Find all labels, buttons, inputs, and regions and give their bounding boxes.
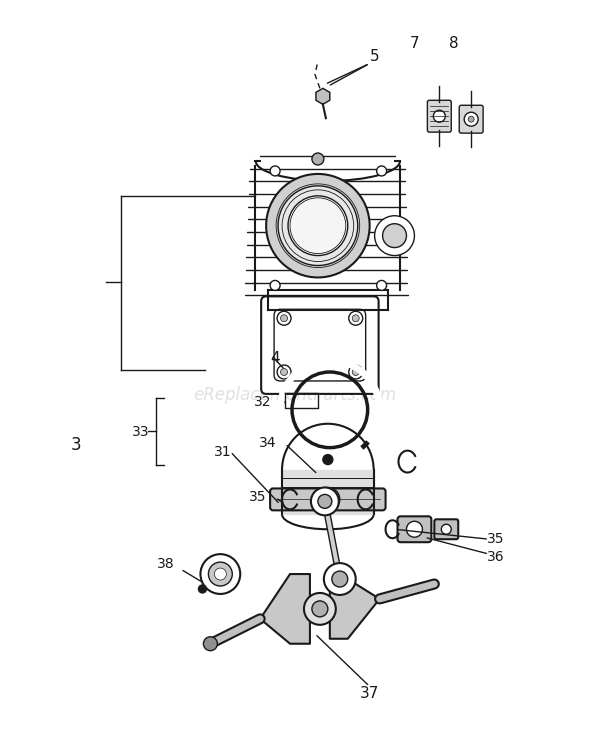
Text: 3: 3 xyxy=(71,436,81,454)
Circle shape xyxy=(376,166,386,176)
Text: 4: 4 xyxy=(270,350,280,365)
Circle shape xyxy=(198,585,206,593)
FancyBboxPatch shape xyxy=(434,519,458,539)
Circle shape xyxy=(352,368,359,376)
Text: 8: 8 xyxy=(450,36,459,51)
FancyBboxPatch shape xyxy=(459,105,483,133)
Circle shape xyxy=(407,522,422,537)
Circle shape xyxy=(375,216,414,255)
FancyBboxPatch shape xyxy=(398,516,431,542)
Text: 7: 7 xyxy=(409,36,419,51)
Circle shape xyxy=(318,495,332,508)
Circle shape xyxy=(349,311,363,325)
Circle shape xyxy=(312,601,328,617)
Circle shape xyxy=(376,280,386,290)
Circle shape xyxy=(441,525,451,534)
Circle shape xyxy=(277,365,291,379)
Circle shape xyxy=(312,153,324,165)
Circle shape xyxy=(324,563,356,595)
Circle shape xyxy=(316,487,340,511)
Text: 32: 32 xyxy=(254,395,272,409)
Circle shape xyxy=(281,315,287,321)
Circle shape xyxy=(270,166,280,176)
Circle shape xyxy=(266,174,370,278)
FancyBboxPatch shape xyxy=(274,310,366,381)
Text: 35: 35 xyxy=(487,532,505,546)
Circle shape xyxy=(349,365,363,379)
Text: 35: 35 xyxy=(250,490,267,504)
Text: 5: 5 xyxy=(370,49,379,64)
Circle shape xyxy=(278,186,358,266)
Text: 36: 36 xyxy=(487,550,505,564)
Text: 31: 31 xyxy=(214,445,231,458)
Circle shape xyxy=(332,571,348,587)
Circle shape xyxy=(382,224,407,248)
Text: 34: 34 xyxy=(260,436,277,449)
Polygon shape xyxy=(316,89,330,104)
FancyBboxPatch shape xyxy=(427,100,451,132)
Polygon shape xyxy=(330,579,379,639)
Text: 38: 38 xyxy=(157,557,175,571)
Circle shape xyxy=(468,116,474,122)
Circle shape xyxy=(288,196,348,255)
Circle shape xyxy=(304,593,336,625)
Circle shape xyxy=(352,315,359,321)
Circle shape xyxy=(322,493,334,505)
Circle shape xyxy=(201,554,240,594)
Polygon shape xyxy=(282,469,373,514)
Text: 33: 33 xyxy=(132,425,149,439)
Circle shape xyxy=(208,562,232,586)
Polygon shape xyxy=(260,574,310,644)
FancyBboxPatch shape xyxy=(261,296,379,394)
Circle shape xyxy=(204,637,217,651)
Circle shape xyxy=(270,280,280,290)
Circle shape xyxy=(323,455,333,464)
FancyBboxPatch shape xyxy=(270,489,386,510)
Circle shape xyxy=(277,311,291,325)
Circle shape xyxy=(214,568,227,580)
Circle shape xyxy=(281,368,287,376)
Circle shape xyxy=(311,487,339,516)
Circle shape xyxy=(464,112,478,126)
Circle shape xyxy=(433,110,445,122)
Text: eReplacementParts.com: eReplacementParts.com xyxy=(194,386,396,404)
Text: 37: 37 xyxy=(360,686,379,701)
